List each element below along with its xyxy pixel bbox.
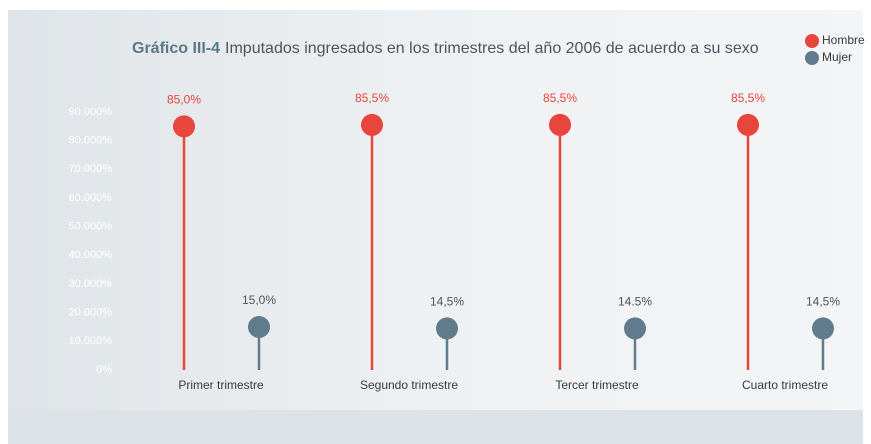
dot — [549, 113, 571, 136]
y-tick-label: 80.000% — [69, 135, 113, 147]
legend-swatch — [805, 34, 819, 48]
y-tick-label: 10.000% — [69, 335, 113, 347]
title-text: Imputados ingresados en los trimestres d… — [225, 40, 759, 57]
dot — [248, 316, 270, 338]
dot — [812, 317, 834, 340]
value-label: 15,0% — [242, 293, 276, 307]
y-tick-label: 60.000% — [69, 192, 113, 204]
y-tick-label: 40.000% — [69, 249, 113, 261]
value-label: 85,0% — [167, 93, 201, 107]
legend-swatch — [805, 51, 819, 65]
x-tick-label: Tercer trimestre — [555, 378, 639, 392]
dot — [361, 113, 383, 136]
value-label: 14,5% — [430, 295, 464, 309]
panel — [8, 10, 863, 410]
x-tick-label: Primer trimestre — [178, 378, 264, 392]
y-tick-label: 20.000% — [69, 307, 113, 319]
value-label: 85,5% — [355, 91, 389, 105]
value-label: 14.5% — [618, 295, 652, 309]
y-tick-label: 0% — [96, 364, 112, 376]
value-label: 14,5% — [806, 295, 840, 309]
bottom-strip — [8, 410, 863, 444]
legend-label: Hombre — [822, 33, 865, 47]
x-tick-label: Segundo trimestre — [360, 378, 458, 392]
value-label: 85,5% — [731, 91, 765, 105]
y-tick-label: 70.000% — [69, 163, 113, 175]
value-label: 85,5% — [543, 91, 577, 105]
y-tick-label: 30.000% — [69, 278, 113, 290]
y-tick-label: 90.000% — [69, 106, 113, 118]
dot — [737, 113, 759, 136]
y-tick-label: 50.000% — [69, 221, 113, 233]
dot — [173, 115, 195, 138]
x-tick-label: Cuarto trimestre — [742, 378, 828, 392]
dot — [624, 317, 646, 340]
dot — [436, 317, 458, 340]
chart-title: Gráfico III-4 Imputados ingresados en los… — [132, 40, 759, 57]
legend-label: Mujer — [822, 50, 852, 64]
title-number: Gráfico III-4 — [132, 40, 220, 57]
